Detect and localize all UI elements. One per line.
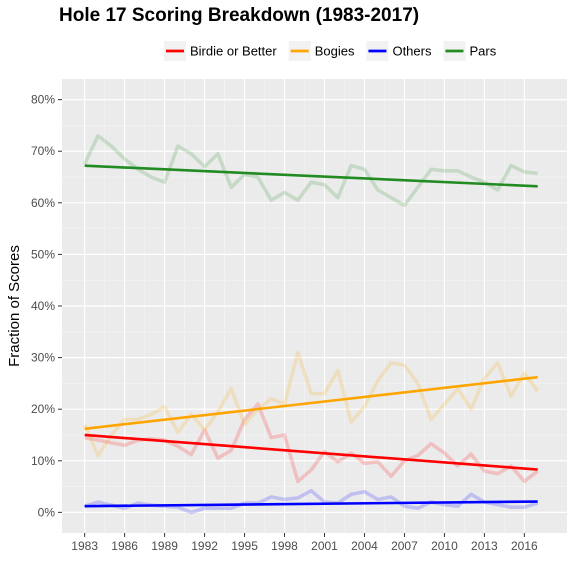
legend-item-birdie-or-better: Birdie or Better (164, 41, 277, 61)
x-axis: 1983 1986 1989 1992 1995 1998 2001 2004 2007 2010… (71, 533, 538, 553)
legend-item-pars: Pars (443, 41, 497, 61)
series-line-bogies (82, 350, 540, 458)
y-tick-label: 0% (38, 505, 56, 519)
x-tick-label: 2010 (431, 539, 458, 553)
x-tick-label: 1998 (271, 539, 298, 553)
legend-label: Others (392, 44, 432, 59)
legend-item-others: Others (366, 41, 432, 61)
trend-line-others (84, 500, 538, 508)
x-tick-label: 1989 (151, 539, 178, 553)
trend-line-birdie-or-better (84, 433, 538, 471)
y-axis-title: Fraction of Scores (6, 245, 23, 367)
y-tick-label: 60% (31, 196, 55, 210)
grid (62, 79, 567, 533)
x-tick-label: 2004 (351, 539, 378, 553)
legend: Birdie or Better Bogies Others Pars (164, 41, 497, 61)
x-tick-label: 2013 (471, 539, 498, 553)
x-tick-label: 1983 (71, 539, 98, 553)
y-tick-label: 20% (31, 402, 55, 416)
legend-item-bogies: Bogies (288, 41, 355, 61)
legend-label: Pars (469, 44, 496, 59)
trend-line-bogies (84, 375, 538, 431)
y-tick-label: 30% (31, 351, 55, 365)
x-tick-label: 1992 (191, 539, 218, 553)
x-tick-label: 1986 (111, 539, 138, 553)
series-line-pars (83, 133, 538, 208)
y-tick-label: 40% (31, 299, 55, 313)
trend-line-pars (84, 164, 538, 188)
legend-label: Bogies (315, 44, 355, 59)
y-tick-label: 70% (31, 144, 55, 158)
series-lines (82, 133, 540, 515)
x-tick-label: 2007 (391, 539, 418, 553)
y-axis: 0% 10% 20% 30% 40% 50% 60% 70% 80% (31, 93, 62, 519)
y-tick-label: 50% (31, 247, 55, 261)
y-tick-label: 10% (31, 454, 55, 468)
chart-title: Hole 17 Scoring Breakdown (1983-2017) (59, 5, 419, 26)
x-tick-label: 2016 (511, 539, 538, 553)
legend-label: Birdie or Better (190, 44, 277, 59)
x-tick-label: 1995 (231, 539, 258, 553)
y-tick-label: 80% (31, 93, 55, 107)
x-tick-label: 2001 (311, 539, 338, 553)
